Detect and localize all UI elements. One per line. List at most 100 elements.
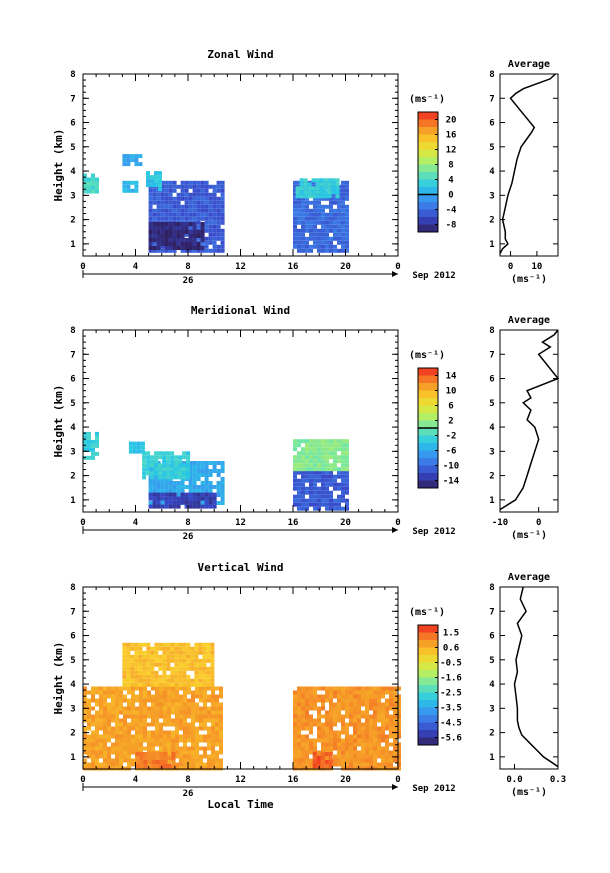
data-cell bbox=[188, 246, 193, 250]
data-cell bbox=[208, 489, 213, 493]
data-cell bbox=[373, 706, 377, 711]
data-cell bbox=[377, 718, 381, 723]
data-cell bbox=[162, 654, 167, 659]
data-cell bbox=[309, 706, 313, 711]
data-cell bbox=[337, 686, 341, 691]
data-cell bbox=[313, 447, 317, 452]
data-cell bbox=[324, 764, 329, 768]
data-cell bbox=[83, 189, 87, 194]
data-cell bbox=[341, 478, 345, 483]
data-cell bbox=[167, 738, 171, 743]
data-cell bbox=[159, 726, 163, 731]
data-cell bbox=[309, 439, 313, 444]
data-cell bbox=[345, 443, 349, 448]
data-cell bbox=[91, 746, 95, 751]
data-cell bbox=[199, 706, 203, 711]
data-cell bbox=[99, 698, 103, 703]
data-cell bbox=[385, 750, 389, 755]
data-cell bbox=[174, 666, 179, 671]
data-cell bbox=[95, 702, 99, 707]
data-cell bbox=[309, 758, 313, 763]
data-cell bbox=[184, 485, 189, 489]
data-cell bbox=[317, 502, 321, 507]
data-cell bbox=[175, 690, 179, 695]
data-cell bbox=[328, 760, 333, 764]
data-cell bbox=[215, 722, 219, 727]
data-cell bbox=[176, 192, 181, 197]
data-cell bbox=[297, 730, 301, 735]
data-cell bbox=[146, 646, 151, 651]
data-cell bbox=[122, 662, 127, 667]
data-cell bbox=[188, 230, 193, 234]
data-cell bbox=[216, 493, 221, 497]
data-cell bbox=[154, 646, 159, 651]
data-cell bbox=[204, 184, 209, 189]
data-cell bbox=[147, 746, 151, 751]
data-cell bbox=[119, 698, 123, 703]
data-cell bbox=[127, 726, 131, 731]
data-cell bbox=[212, 200, 217, 205]
data-cell bbox=[337, 754, 341, 759]
data-cell bbox=[341, 686, 345, 691]
data-cell bbox=[156, 504, 161, 509]
data-cell bbox=[190, 682, 195, 687]
data-cell bbox=[297, 734, 301, 739]
data-cell bbox=[207, 726, 211, 731]
data-cell bbox=[297, 180, 301, 185]
data-cell bbox=[151, 718, 155, 723]
data-cell bbox=[215, 758, 219, 763]
data-cell bbox=[99, 686, 103, 691]
data-cell bbox=[126, 180, 131, 185]
data-cell bbox=[148, 238, 153, 242]
data-cell bbox=[216, 485, 221, 489]
data-cell bbox=[385, 702, 389, 707]
data-cell bbox=[208, 220, 213, 225]
data-cell bbox=[313, 240, 317, 245]
data-cell bbox=[190, 666, 195, 671]
data-cell bbox=[143, 746, 147, 751]
data-cell bbox=[198, 678, 203, 683]
data-cell bbox=[168, 200, 173, 205]
data-cell bbox=[155, 714, 159, 719]
data-cell bbox=[196, 208, 201, 213]
data-cell bbox=[142, 467, 147, 472]
data-cell bbox=[168, 492, 173, 497]
data-cell bbox=[297, 490, 301, 495]
data-cell bbox=[172, 238, 177, 242]
data-cell bbox=[150, 674, 155, 679]
data-cell bbox=[154, 678, 159, 683]
data-cell bbox=[162, 650, 167, 655]
data-cell bbox=[176, 504, 181, 509]
data-cell bbox=[341, 216, 345, 221]
data-cell bbox=[305, 746, 309, 751]
data-cell bbox=[325, 686, 329, 691]
data-cell bbox=[345, 690, 349, 695]
data-cell bbox=[345, 216, 349, 221]
data-cell bbox=[180, 481, 185, 485]
data-cell bbox=[192, 504, 197, 509]
data-cell bbox=[131, 690, 135, 695]
data-cell bbox=[293, 220, 297, 225]
data-cell bbox=[87, 710, 91, 715]
data-cell bbox=[171, 698, 175, 703]
data-cell bbox=[397, 746, 401, 751]
data-cell bbox=[385, 734, 389, 739]
data-cell bbox=[200, 208, 205, 213]
data-cell bbox=[353, 722, 357, 727]
data-cell bbox=[196, 204, 201, 209]
data-cell bbox=[220, 192, 225, 197]
data-cell bbox=[123, 698, 127, 703]
data-cell bbox=[341, 188, 345, 193]
data-cell bbox=[199, 734, 203, 739]
data-cell bbox=[397, 706, 401, 711]
data-cell bbox=[325, 742, 329, 747]
average-y-tick-label: 2 bbox=[489, 729, 494, 739]
data-cell bbox=[186, 658, 191, 663]
data-cell bbox=[345, 698, 349, 703]
data-cell bbox=[143, 760, 148, 764]
data-cell bbox=[196, 196, 201, 201]
data-cell bbox=[168, 504, 173, 509]
data-cell bbox=[312, 760, 317, 764]
data-cell bbox=[208, 469, 213, 473]
data-cell bbox=[381, 762, 385, 767]
